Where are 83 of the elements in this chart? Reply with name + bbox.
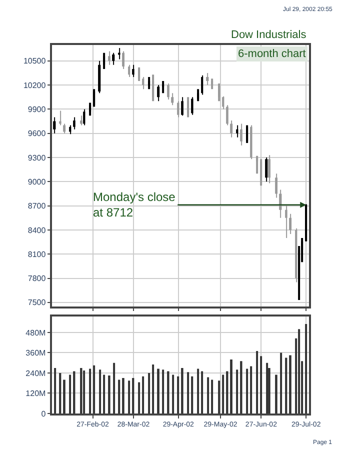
bar xyxy=(305,324,308,414)
candlestick xyxy=(103,52,106,69)
candlestick xyxy=(246,125,248,144)
y-tick-label: 9300 xyxy=(28,153,46,162)
candlestick xyxy=(211,78,214,90)
y-tick-label: 10200 xyxy=(23,80,46,90)
bar xyxy=(289,355,292,414)
y-tick-label: 10500 xyxy=(23,56,46,66)
candlestick xyxy=(93,89,96,107)
bar xyxy=(128,380,130,414)
bar xyxy=(73,371,76,414)
bar xyxy=(89,368,92,414)
y-tick-label: 480M xyxy=(26,328,46,338)
bar xyxy=(250,366,252,414)
bar xyxy=(122,378,124,414)
bar xyxy=(157,368,160,414)
candlestick xyxy=(256,156,258,174)
candlestick xyxy=(197,89,200,102)
candlestick xyxy=(89,102,92,116)
bar xyxy=(240,361,242,414)
bar xyxy=(99,370,102,414)
bar xyxy=(167,371,170,414)
y-tick-label: 7500 xyxy=(28,298,46,308)
bar xyxy=(177,376,180,414)
bar xyxy=(162,370,164,414)
y-tick-label: 8700 xyxy=(28,202,46,211)
y-tick-label: 8400 xyxy=(28,226,46,235)
bar xyxy=(138,382,140,414)
bar xyxy=(63,380,66,414)
bar xyxy=(152,364,154,414)
candlestick xyxy=(138,67,140,82)
chart-subtitle: 6-month chart xyxy=(238,48,306,60)
bar xyxy=(108,376,110,414)
bar xyxy=(59,373,62,414)
y-tick-label: 9600 xyxy=(28,129,46,138)
bar xyxy=(201,371,204,414)
bar xyxy=(226,371,228,414)
bar xyxy=(280,352,282,414)
bar xyxy=(298,329,300,414)
bar xyxy=(207,377,210,414)
candlestick xyxy=(162,81,164,94)
candlestick xyxy=(148,77,150,90)
bar xyxy=(142,376,144,414)
bar xyxy=(275,374,278,414)
bar xyxy=(69,374,72,414)
bar xyxy=(118,380,120,414)
candlestick xyxy=(187,97,190,118)
y-tick-label: 7800 xyxy=(28,274,46,284)
bar xyxy=(148,373,150,414)
bar xyxy=(80,368,82,414)
bar xyxy=(222,374,224,414)
y-tick-label: 8100 xyxy=(28,250,46,259)
bar xyxy=(218,380,220,414)
bar xyxy=(181,368,184,414)
bar xyxy=(54,368,56,414)
bar xyxy=(230,360,232,414)
bar xyxy=(172,374,174,414)
y-tick-label: 360M xyxy=(26,348,46,358)
candlestick xyxy=(305,204,308,242)
y-tick-label: 120M xyxy=(26,389,46,398)
bar xyxy=(191,376,194,414)
y-tick-label: 0 xyxy=(41,409,46,418)
bar xyxy=(103,374,106,414)
candlestick xyxy=(152,74,154,102)
y-tick-label: 240M xyxy=(26,368,46,378)
chart-title: Dow Industrials xyxy=(231,29,307,41)
bar xyxy=(211,380,214,414)
bar xyxy=(266,362,268,414)
bar xyxy=(197,368,200,414)
bar xyxy=(260,356,262,414)
bar xyxy=(187,372,190,414)
y-tick-label: 9900 xyxy=(28,105,46,114)
annotation: Monday's close at 8712 xyxy=(93,190,176,220)
bar xyxy=(93,365,96,414)
bar xyxy=(113,362,116,414)
bar xyxy=(236,370,238,414)
bar xyxy=(246,368,248,414)
bar xyxy=(285,358,288,414)
bar xyxy=(256,351,258,414)
bar xyxy=(132,378,134,414)
bar xyxy=(83,370,86,414)
y-tick-label: 9000 xyxy=(28,177,46,186)
candlestick xyxy=(260,159,262,186)
